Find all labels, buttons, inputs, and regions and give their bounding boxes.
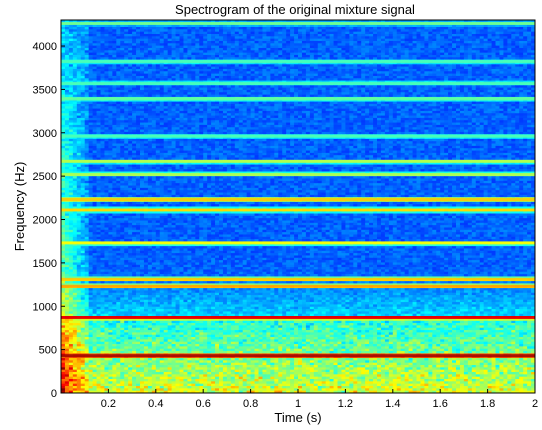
y-tick-label: 2500: [33, 171, 57, 183]
chart-title: Spectrogram of the original mixture sign…: [175, 2, 415, 17]
y-tick-label: 500: [39, 345, 57, 357]
harmonic-line: [61, 241, 535, 245]
y-tick-label: 2000: [33, 215, 57, 227]
y-tick-label: 0: [51, 388, 57, 400]
y-axis-label: Frequency (Hz): [12, 162, 27, 252]
x-axis-ticks: 0.2 0.4 0.6 0.8 1 1.2 1.4 1.6 1.8 2: [101, 389, 538, 410]
harmonic-line: [61, 284, 535, 288]
y-axis-ticks: 0 500 1000 1500 2000 2500 3000 3500 4000: [33, 41, 65, 400]
harmonic-line: [61, 97, 535, 101]
x-tick-label: 0.4: [148, 398, 163, 410]
x-tick-label: 0.2: [101, 398, 116, 410]
x-tick-label: 1.4: [385, 398, 400, 410]
y-tick-label: 3000: [33, 128, 57, 140]
y-tick-label: 1500: [33, 258, 57, 270]
harmonic-line: [61, 208, 535, 212]
harmonic-line: [61, 172, 535, 176]
y-tick-label: 4000: [33, 41, 57, 53]
plot-frame: [60, 19, 536, 394]
x-tick-label: 1.6: [433, 398, 448, 410]
y-tick-label: 3500: [33, 84, 57, 96]
y-tick-label: 1000: [33, 301, 57, 313]
harmonic-line: [61, 198, 535, 202]
harmonic-line: [61, 277, 535, 281]
harmonic-line: [61, 60, 535, 64]
x-tick-label: 1: [295, 398, 301, 410]
harmonic-line: [61, 81, 535, 85]
x-tick-label: 0.6: [196, 398, 211, 410]
x-tick-label: 0.8: [243, 398, 258, 410]
spectrogram-plot: [61, 20, 536, 394]
harmonic-line: [61, 21, 535, 25]
x-tick-label: 1.8: [480, 398, 495, 410]
harmonic-line: [61, 354, 535, 358]
harmonic-line: [61, 316, 535, 320]
x-tick-label: 1.2: [338, 398, 353, 410]
x-axis-label: Time (s): [274, 410, 321, 425]
harmonic-line: [61, 159, 535, 163]
harmonic-line: [61, 134, 535, 138]
x-tick-label: 2: [532, 398, 538, 410]
